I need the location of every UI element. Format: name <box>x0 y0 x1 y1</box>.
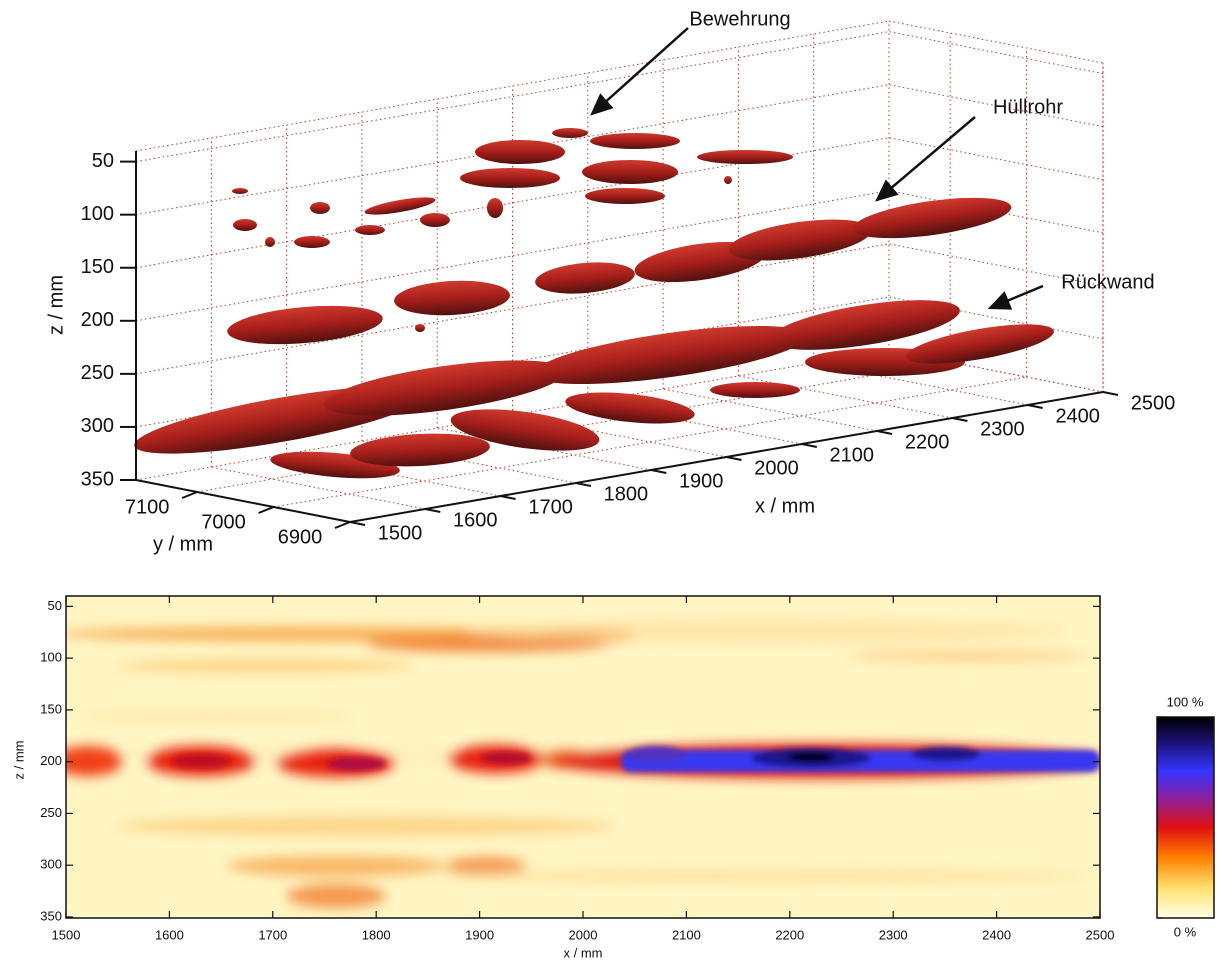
y-tick-label: 250 <box>40 805 62 820</box>
x-tick-label: 1800 <box>604 483 649 505</box>
x-tick-label: 1900 <box>465 927 494 942</box>
y-tick-label: 7100 <box>125 496 170 518</box>
z-tick-label: 50 <box>92 150 114 172</box>
grid-line <box>135 349 890 481</box>
x-tick-label: 1800 <box>362 927 391 942</box>
y-tick-label: 7000 <box>201 511 246 533</box>
x-axis-label: x / mm <box>564 945 603 960</box>
annotation: Bewehrung <box>689 8 790 30</box>
x-tick-label: 2400 <box>982 927 1011 942</box>
heatmap-image <box>66 596 1100 918</box>
y-tick-label: 150 <box>40 701 62 716</box>
z-tick-label: 300 <box>81 415 114 437</box>
x-tick <box>952 417 968 422</box>
z-tick-label: 250 <box>81 362 114 384</box>
grid-line <box>135 190 890 322</box>
colorbar <box>1156 716 1215 919</box>
grid-line <box>888 243 1104 287</box>
grid-line <box>135 137 890 269</box>
x-tick-label: 2000 <box>569 927 598 942</box>
x-tick-label: 1500 <box>378 522 423 544</box>
x-tick-label: 2500 <box>1086 927 1115 942</box>
z-tick-label: 100 <box>81 203 114 225</box>
x-tick <box>1027 404 1043 409</box>
grid-line <box>738 375 953 419</box>
x-tick <box>651 469 667 474</box>
x-tick-label: 2400 <box>1055 405 1100 427</box>
grid-line <box>888 296 1104 340</box>
grid-line <box>135 84 890 216</box>
x-tick <box>575 482 592 487</box>
x-tick-label: 1900 <box>679 470 724 492</box>
x-tick <box>425 508 441 513</box>
x-tick-label: 2300 <box>980 418 1025 440</box>
x-tick-label: 1700 <box>528 496 573 518</box>
y-tick-label: 350 <box>40 908 62 923</box>
x-tick <box>801 443 817 448</box>
x-tick-label: 2100 <box>830 444 875 466</box>
grid-line <box>273 376 1027 508</box>
grid-line <box>135 243 890 375</box>
y-tick <box>258 506 274 514</box>
grid-line <box>888 84 1104 128</box>
z-tick-label: 150 <box>81 256 114 278</box>
x-tick-label: 1600 <box>453 509 498 531</box>
x-tick-label: 2300 <box>879 927 908 942</box>
colorbar-label: 0 % <box>1174 924 1197 939</box>
x-tick <box>1102 391 1119 396</box>
x-tick-label: 1500 <box>52 927 81 942</box>
y-tick <box>334 521 351 529</box>
y-tick-label: 200 <box>40 753 62 768</box>
colorbar-label: 100 % <box>1167 694 1204 709</box>
x-tick-label: 2500 <box>1131 392 1176 414</box>
y-axis-label: z / mm <box>11 741 26 780</box>
grid-line <box>587 401 802 445</box>
axes-3d: 50 100 150 200 250 300 350 6900 7000 7100 1500 1600… <box>45 8 1175 555</box>
grid-line <box>888 31 1104 75</box>
grid-line <box>888 137 1104 181</box>
x-tick-label: 2200 <box>775 927 804 942</box>
x-tick <box>876 430 893 435</box>
x-tick <box>349 521 366 526</box>
x-tick-label: 1600 <box>155 927 184 942</box>
z-axis-label: z / mm <box>45 275 67 335</box>
annotation: Rückwand <box>1061 271 1154 293</box>
x-tick-label: 2200 <box>905 431 950 453</box>
axes-heatmap: 1500 1600 1700 1800 1900 2000 2100 2200 2300 2400… <box>11 596 1204 960</box>
grid-line <box>888 349 1104 393</box>
y-tick-label: 6900 <box>278 526 323 548</box>
grid-line <box>663 388 878 432</box>
y-tick <box>181 491 198 499</box>
annotation: Hüllrohr <box>993 96 1063 118</box>
x-tick <box>500 495 516 500</box>
y-tick-label: 300 <box>40 857 62 872</box>
grid-line <box>135 31 890 163</box>
x-tick-label: 1700 <box>258 927 287 942</box>
isosurfaces <box>134 128 1054 479</box>
z-tick-label: 200 <box>81 309 114 331</box>
x-tick <box>726 456 742 461</box>
grid-line <box>512 414 727 458</box>
y-axis-label: y / mm <box>153 533 213 555</box>
annotation-arrows <box>590 27 1044 310</box>
grid-line <box>813 362 1028 406</box>
y-axis <box>135 479 351 523</box>
box-edge <box>888 20 1104 64</box>
z-tick-label: 350 <box>81 468 114 490</box>
x-tick-label: 2100 <box>672 927 701 942</box>
grid-line <box>361 440 576 484</box>
x-tick-label: 2000 <box>754 457 799 479</box>
y-tick-label: 50 <box>48 598 62 613</box>
x-axis-label: x / mm <box>755 495 815 517</box>
y-tick-label: 100 <box>40 650 62 665</box>
grid-line <box>211 466 426 510</box>
box-edge <box>135 20 890 152</box>
